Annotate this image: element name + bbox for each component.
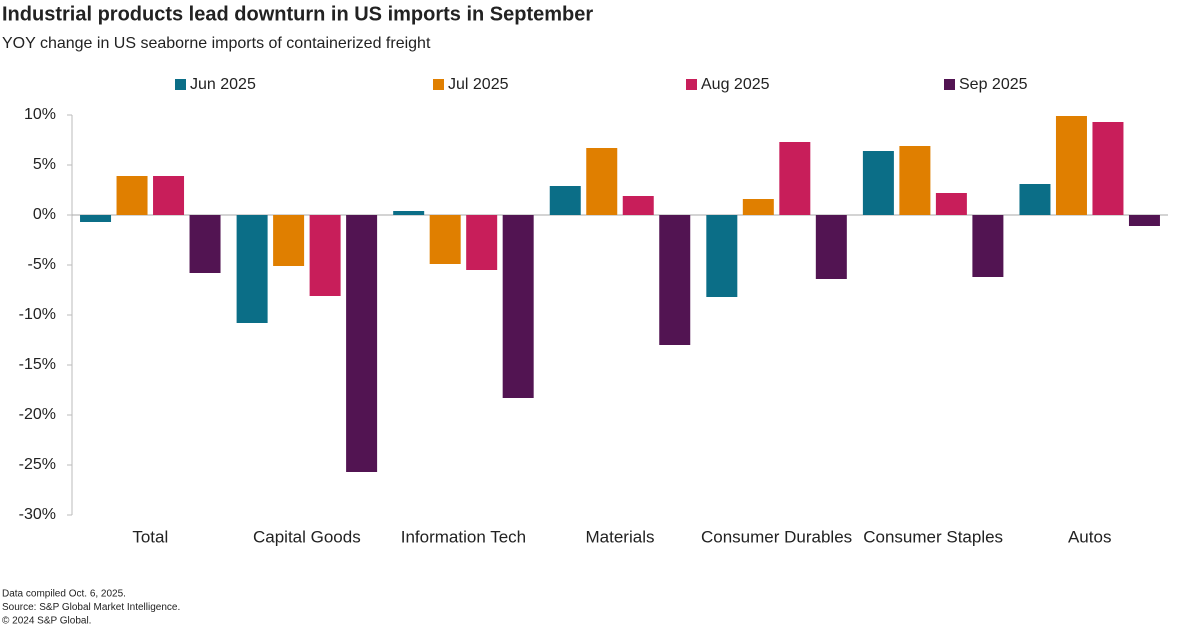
y-tick-label: 0% [33,206,56,223]
legend-swatch [433,79,444,90]
y-tick-label: 5% [33,156,56,173]
y-tick-label: -20% [19,406,56,423]
legend-label: Jul 2025 [448,76,509,93]
bar [972,215,1004,277]
bar [586,148,618,215]
bar [1019,184,1051,215]
legend-swatch [944,79,955,90]
legend-swatch [175,79,186,90]
x-tick-label: Consumer Durables [701,527,852,546]
bar [189,215,221,273]
bar [273,215,305,266]
bar [659,215,691,345]
bar [815,215,847,279]
bar [622,196,654,215]
y-tick-label: 10% [24,106,56,123]
footnote: Data compiled Oct. 6, 2025. [2,589,126,600]
x-tick-label: Total [132,527,168,546]
bar [549,186,581,215]
bar [1055,116,1087,215]
legend-swatch [686,79,697,90]
bar [153,176,185,215]
x-tick-label: Consumer Staples [863,527,1003,546]
bar [935,193,967,215]
footnote: © 2024 S&P Global. [2,616,91,627]
bar [706,215,738,297]
footnote: Source: S&P Global Market Intelligence. [2,602,180,613]
legend-label: Sep 2025 [959,76,1028,93]
bar [393,211,425,215]
bar [899,146,931,215]
x-tick-label: Materials [586,527,655,546]
bar [862,151,894,215]
bar [1092,122,1124,215]
x-tick-label: Capital Goods [253,527,361,546]
bar [236,215,268,323]
bar [779,142,811,215]
legend-label: Jun 2025 [190,76,256,93]
y-tick-label: -5% [28,256,56,273]
legend-label: Aug 2025 [701,76,770,93]
chart-subtitle: YOY change in US seaborne imports of con… [2,35,431,52]
bar [309,215,341,296]
y-tick-label: -10% [19,306,56,323]
y-tick-label: -15% [19,356,56,373]
bar [116,176,148,215]
x-tick-label: Autos [1068,527,1111,546]
y-tick-label: -25% [19,456,56,473]
bar [429,215,461,264]
chart-title: Industrial products lead downturn in US … [2,3,593,25]
bar [502,215,534,398]
bar [466,215,498,270]
x-tick-label: Information Tech [401,527,526,546]
bar [742,199,774,215]
bar [346,215,378,472]
y-tick-label: -30% [19,506,56,523]
bar [80,215,112,222]
bar [1128,215,1160,226]
